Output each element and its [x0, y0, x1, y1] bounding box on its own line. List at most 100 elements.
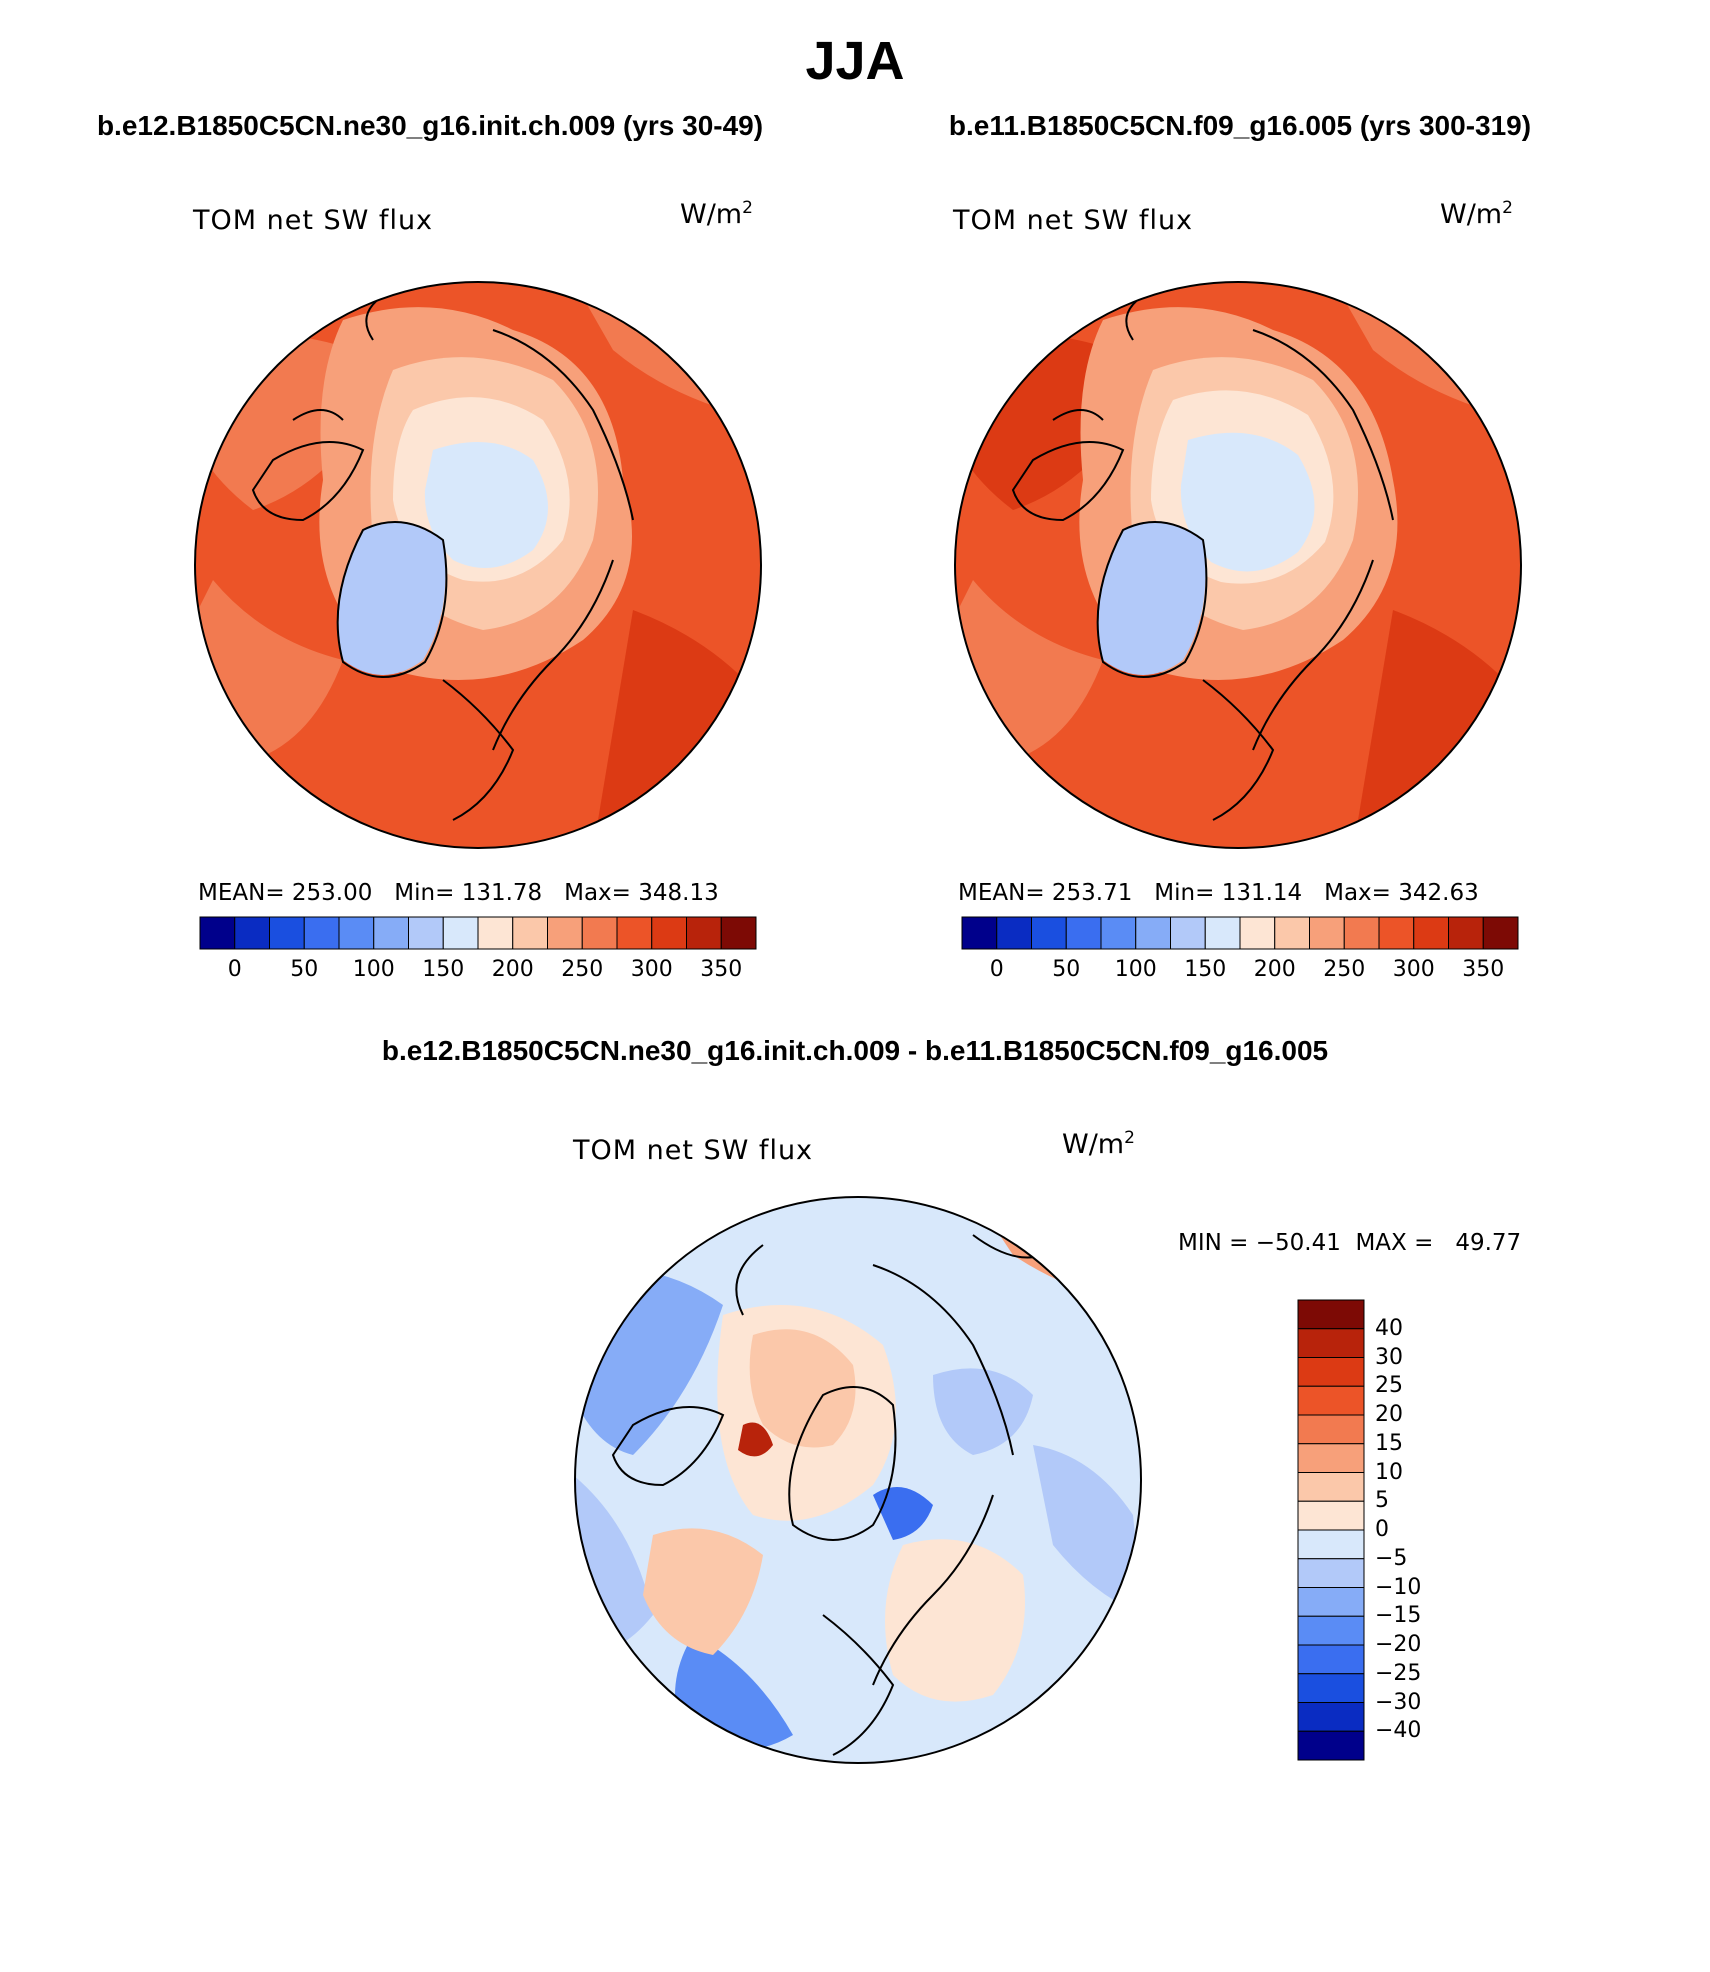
panel-1-colorbar-swatch	[408, 916, 444, 950]
panel-2-variable-label: TOM net SW flux	[953, 205, 1194, 236]
panel-1-map	[194, 281, 762, 849]
diff-colorbar-swatch	[1297, 1385, 1365, 1416]
diff-colorbar	[1297, 1299, 1365, 1761]
panel-1-units-text: W/m	[680, 199, 743, 230]
diff-colorbar-tick-label: −30	[1375, 1689, 1422, 1715]
panel-2-colorbar-tick-label: 250	[1323, 957, 1366, 982]
panel-2-units-exp: 2	[1502, 198, 1513, 218]
panel-2-colorbar-swatch	[1204, 916, 1241, 950]
panel-2-colorbar-tick-label: 0	[989, 957, 1004, 982]
panel-2-colorbar-swatch	[1031, 916, 1067, 950]
panel-2-colorbar	[961, 916, 1519, 950]
figure-title: JJA	[805, 31, 905, 91]
panel-1-colorbar-swatch	[269, 916, 305, 950]
diff-colorbar-swatch	[1297, 1529, 1365, 1560]
diff-colorbar-tick-label: −10	[1375, 1574, 1422, 1600]
diff-colorbar-swatch	[1297, 1558, 1365, 1588]
panel-2-units-text: W/m	[1440, 199, 1503, 230]
panel-1-colorbar-tick-label: 350	[700, 957, 743, 982]
panel-1-colorbar-tick-label: 250	[561, 957, 604, 982]
diff-map	[574, 1196, 1142, 1764]
panel-2-colorbar-tick-label: 150	[1184, 957, 1227, 982]
panel-2-colorbar-swatch	[1378, 916, 1415, 950]
panel-1-colorbar-ticks: 0 50 100 150 200 250 300 350	[200, 957, 756, 987]
panel-1-colorbar-swatch	[373, 916, 409, 950]
panel-1-colorbar-swatch	[234, 916, 270, 950]
panel-2-colorbar-tick-label: 300	[1392, 957, 1435, 982]
diff-colorbar-tick-label: 40	[1375, 1315, 1403, 1341]
panel-2-colorbar-swatch	[1448, 916, 1484, 950]
diff-stats: MIN = −50.41 MAX = 49.77	[1178, 1230, 1522, 1256]
panel-2-colorbar-swatch	[1343, 916, 1380, 950]
panel-2-colorbar-swatch	[1309, 916, 1345, 950]
panel-2-colorbar-ticks: 0 50 100 150 200 250 300 350	[962, 957, 1518, 987]
diff-colorbar-tick-label: 5	[1375, 1488, 1389, 1514]
diff-colorbar-swatch	[1297, 1673, 1365, 1703]
panel-1-colorbar-swatch	[651, 916, 687, 950]
diff-colorbar-swatch	[1297, 1472, 1365, 1502]
diff-colorbar-swatch	[1297, 1615, 1365, 1646]
panel-2-colorbar-tick-label: 100	[1114, 957, 1157, 982]
diff-colorbar-swatch	[1297, 1443, 1365, 1473]
panel-2-colorbar-swatch	[1065, 916, 1102, 950]
diff-colorbar-tick-label: −5	[1375, 1545, 1408, 1571]
diff-colorbar-tick-label: 30	[1375, 1344, 1403, 1370]
panel-2-colorbar-swatch	[1413, 916, 1449, 950]
panel-2-colorbar-swatch	[1482, 916, 1519, 950]
diff-colorbar-tick-label: 20	[1375, 1402, 1403, 1427]
panel-2-colorbar-swatch	[1135, 916, 1171, 950]
diff-colorbar-swatch	[1297, 1644, 1365, 1675]
diff-units-exp: 2	[1124, 1128, 1135, 1148]
diff-colorbar-swatch	[1297, 1730, 1365, 1761]
panel-2-colorbar-tick-label: 350	[1462, 957, 1505, 982]
panel-1-units-exp: 2	[742, 198, 753, 218]
panel-1-colorbar-swatch	[686, 916, 722, 950]
panel-1-units: W/m2	[680, 198, 753, 230]
diff-colorbar-swatch	[1297, 1702, 1365, 1732]
panel-2-colorbar-tick-label: 50	[1052, 957, 1081, 982]
diff-colorbar-tick-label: −20	[1375, 1632, 1422, 1657]
panel-1-colorbar	[199, 916, 757, 950]
panel-1-colorbar-swatch	[338, 916, 375, 950]
panel-1-colorbar-tick-label: 300	[630, 957, 673, 982]
panel-1-colorbar-swatch	[477, 916, 514, 950]
diff-colorbar-tick-label: 0	[1375, 1517, 1389, 1542]
panel-1-colorbar-swatch	[303, 916, 340, 950]
panel-2-colorbar-swatch	[1274, 916, 1310, 950]
diff-colorbar-swatch	[1297, 1328, 1365, 1358]
panel-1-variable-label: TOM net SW flux	[193, 205, 434, 236]
panel-1-stats: MEAN= 253.00 Min= 131.78 Max= 348.13	[198, 880, 719, 906]
diff-colorbar-swatch	[1297, 1500, 1365, 1531]
panel-1-colorbar-swatch	[581, 916, 618, 950]
diff-colorbar-tick-label: −15	[1375, 1603, 1422, 1629]
panel-1-colorbar-swatch	[616, 916, 653, 950]
diff-colorbar-swatch	[1297, 1414, 1365, 1445]
panel-2-colorbar-tick-label: 200	[1253, 957, 1296, 982]
diff-colorbar-tick-label: 10	[1375, 1459, 1403, 1485]
diff-units: W/m2	[1062, 1128, 1135, 1160]
panel-1-colorbar-tick-label: 200	[491, 957, 534, 982]
panel-1-colorbar-swatch	[547, 916, 583, 950]
panel-2-stats: MEAN= 253.71 Min= 131.14 Max= 342.63	[958, 880, 1479, 906]
diff-colorbar-ticks: 40 30 25 20 15 10 5 0 −5 −10 −15 −20 −25 −30 −40	[1375, 1300, 1455, 1760]
diff-units-text: W/m	[1062, 1129, 1125, 1160]
panel-1-colorbar-tick-label: 50	[290, 957, 319, 982]
panel-1-colorbar-swatch	[199, 916, 236, 950]
diff-colorbar-tick-label: −40	[1375, 1718, 1422, 1744]
panel-2-case-title: b.e11.B1850C5CN.f09_g16.005 (yrs 300-319…	[948, 110, 1532, 141]
diff-colorbar-swatch	[1297, 1357, 1365, 1387]
diff-colorbar-tick-label: 25	[1375, 1373, 1403, 1399]
diff-colorbar-tick-label: −25	[1375, 1660, 1422, 1686]
panel-2-colorbar-swatch	[1170, 916, 1206, 950]
panel-2-colorbar-swatch	[961, 916, 998, 950]
panel-1-colorbar-swatch	[720, 916, 757, 950]
panel-2-units: W/m2	[1440, 198, 1513, 230]
panel-2-colorbar-swatch	[996, 916, 1032, 950]
diff-colorbar-swatch	[1297, 1299, 1365, 1330]
panel-1-colorbar-tick-label: 150	[422, 957, 465, 982]
panel-1-case-title: b.e12.B1850C5CN.ne30_g16.init.ch.009 (yr…	[96, 110, 764, 141]
panel-2-map	[954, 281, 1522, 849]
panel-2-colorbar-swatch	[1100, 916, 1137, 950]
diff-variable-label: TOM net SW flux	[573, 1135, 814, 1166]
panel-1-colorbar-tick-label: 0	[227, 957, 242, 982]
